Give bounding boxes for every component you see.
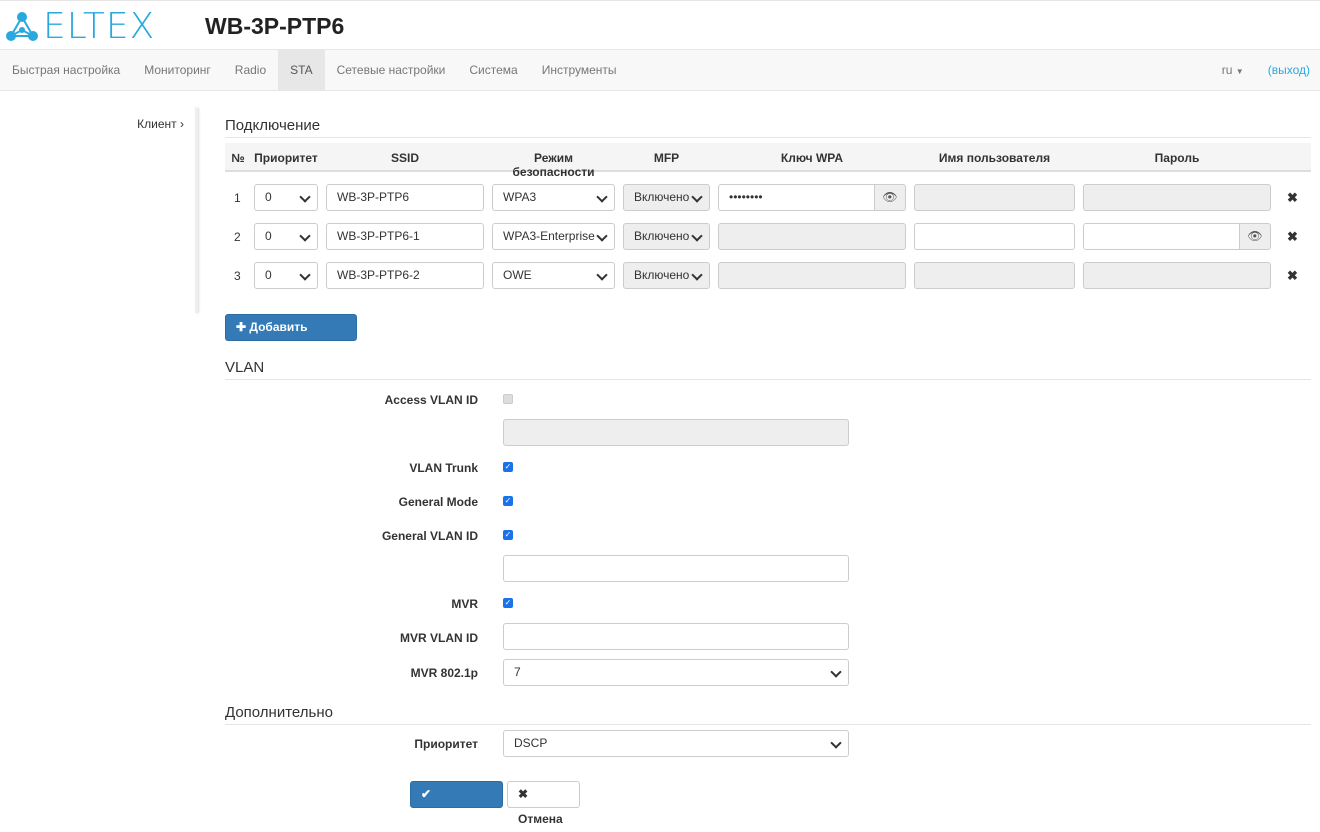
language-label: ru [1221, 63, 1233, 77]
username-input[interactable] [914, 223, 1075, 250]
security-mode-select[interactable]: WPA3 [492, 184, 615, 211]
priority-select[interactable]: DSCP [503, 730, 849, 757]
col-security-mode: Режим безопасности [512, 151, 595, 179]
logout-link[interactable]: (выход) [1267, 63, 1310, 77]
mvr-checkbox[interactable]: ✓ [503, 598, 513, 608]
general-mode-checkbox[interactable]: ✓ [503, 496, 513, 506]
nav-system[interactable]: Система [469, 63, 518, 77]
apply-button[interactable]: ✔ Применить [410, 781, 503, 826]
nav-radio[interactable]: Radio [234, 63, 267, 77]
nav-network[interactable]: Сетевые настройки [336, 63, 446, 77]
add-profile-button[interactable]: ✚ Добавить профиль [225, 314, 357, 359]
caret-down-icon: ▼ [1235, 67, 1244, 76]
access-vlan-id-checkbox [503, 394, 513, 404]
username-input [914, 262, 1075, 289]
col-num: № [231, 151, 245, 165]
row-number: 3 [234, 269, 241, 283]
cancel-button[interactable]: ✖ Отмена [507, 781, 580, 826]
wpa-key-input [718, 223, 906, 250]
language-dropdown[interactable]: ru ▼ [1222, 50, 1244, 92]
row-number: 2 [234, 230, 241, 244]
col-username: Имя пользователя [938, 151, 1051, 165]
delete-icon[interactable]: ✖ [1287, 190, 1298, 205]
priority-select[interactable]: 0 [254, 223, 318, 250]
delete-icon[interactable]: ✖ [1287, 268, 1298, 283]
eye-icon[interactable]: 👁 [874, 184, 906, 211]
general-vlan-id-checkbox[interactable]: ✓ [503, 530, 513, 540]
username-input [914, 184, 1075, 211]
section-connection-title: Подключение [225, 117, 1311, 138]
nav-quick-setup[interactable]: Быстрая настройка [12, 63, 121, 77]
section-vlan-title: VLAN [225, 359, 1311, 380]
mvr-vlan-id-label: MVR VLAN ID [400, 631, 478, 645]
general-vlan-id-label: General VLAN ID [381, 529, 478, 543]
col-password: Пароль [1154, 151, 1200, 165]
col-wpa-key: Ключ WPA [780, 151, 844, 165]
ssid-input[interactable]: WB-3P-PTP6-2 [326, 262, 484, 289]
mvr-vlan-id-input[interactable] [503, 623, 849, 650]
sidebar-divider [195, 108, 198, 313]
row-number: 1 [234, 191, 241, 205]
mvr-label: MVR [451, 597, 478, 611]
col-ssid: SSID [390, 151, 419, 165]
sidebar-item-client[interactable]: Клиент › [137, 117, 184, 131]
main-nav: Быстрая настройка Мониторинг Radio STA С… [0, 49, 1320, 91]
mfp-select: Включено [623, 262, 710, 289]
vlan-trunk-checkbox[interactable]: ✓ [503, 462, 513, 472]
general-vlan-id-input[interactable] [503, 555, 849, 582]
priority-select[interactable]: 0 [254, 262, 318, 289]
device-title: WB-3P-PTP6 [205, 13, 345, 39]
header: ELTEX WB-3P-PTP6 [0, 0, 1320, 49]
eye-icon[interactable]: 👁 [1239, 223, 1271, 250]
mfp-select: Включено [623, 223, 710, 250]
password-input [1083, 184, 1271, 211]
wpa-key-input [718, 262, 906, 289]
eltex-logo-icon [6, 12, 38, 41]
section-extra-title: Дополнительно [225, 704, 1311, 725]
general-mode-label: General Mode [398, 495, 478, 509]
col-mfp: MFP [653, 151, 680, 165]
delete-icon[interactable]: ✖ [1287, 229, 1298, 244]
logo-text: ELTEX [43, 5, 156, 47]
mfp-select: Включено [623, 184, 710, 211]
security-mode-select[interactable]: OWE [492, 262, 615, 289]
ssid-input[interactable]: WB-3P-PTP6 [326, 184, 484, 211]
nav-tools[interactable]: Инструменты [541, 63, 617, 77]
nav-monitoring[interactable]: Мониторинг [144, 63, 211, 77]
eltex-logo: ELTEX [5, 6, 155, 47]
access-vlan-id-input [503, 419, 849, 446]
vlan-trunk-label: VLAN Trunk [409, 461, 478, 475]
password-input [1083, 262, 1271, 289]
profiles-table-header: № Приоритет SSID Режим безопасности MFP … [225, 143, 1311, 179]
ssid-input[interactable]: WB-3P-PTP6-1 [326, 223, 484, 250]
priority-select[interactable]: 0 [254, 184, 318, 211]
priority-label: Приоритет [414, 737, 478, 751]
mvr-8021p-label: MVR 802.1p [410, 666, 478, 680]
mvr-8021p-select[interactable]: 7 [503, 659, 849, 686]
access-vlan-id-label: Access VLAN ID [384, 393, 478, 407]
col-priority: Приоритет [254, 151, 318, 165]
password-input[interactable] [1083, 223, 1240, 250]
nav-sta[interactable]: STA [278, 50, 325, 90]
wpa-key-input[interactable]: •••••••• [718, 184, 875, 211]
security-mode-select[interactable]: WPA3-Enterprise [492, 223, 615, 250]
